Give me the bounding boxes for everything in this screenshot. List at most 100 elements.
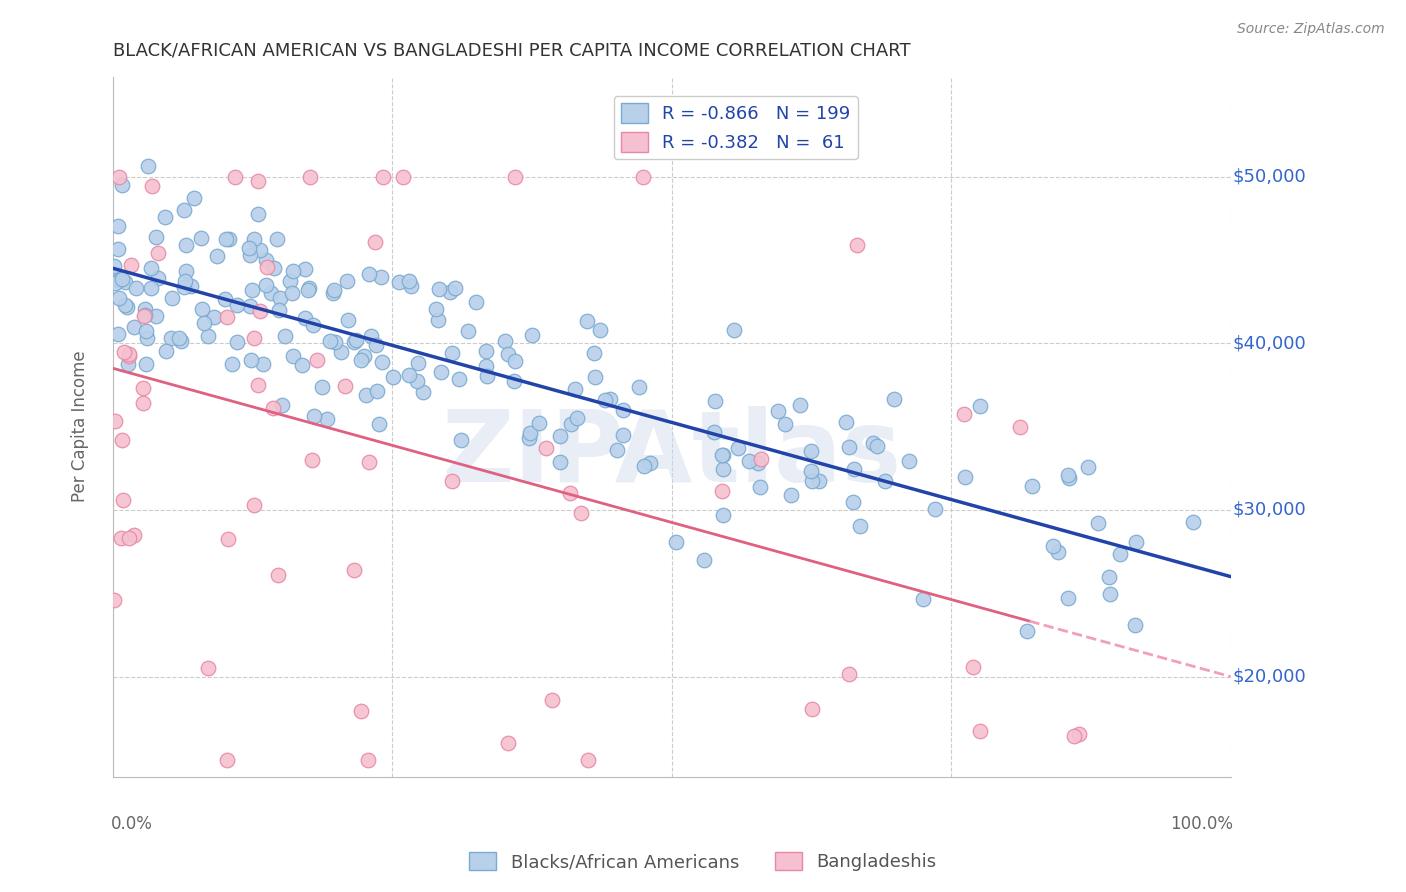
Point	[366, 338, 388, 352]
Point	[294, 262, 316, 277]
Point	[215, 310, 238, 324]
Point	[465, 295, 488, 310]
Point	[202, 310, 225, 324]
Point	[125, 281, 148, 295]
Point	[283, 264, 305, 278]
Point	[274, 329, 297, 343]
Point	[1109, 547, 1132, 561]
Point	[1087, 516, 1109, 530]
Point	[773, 417, 796, 432]
Point	[866, 439, 889, 453]
Point	[842, 495, 865, 509]
Point	[838, 666, 860, 681]
Point	[475, 359, 498, 374]
Point	[173, 202, 195, 217]
Point	[322, 285, 344, 300]
Point	[103, 272, 125, 286]
Point	[1125, 534, 1147, 549]
Point	[294, 310, 316, 325]
Point	[704, 394, 727, 409]
Point	[1069, 727, 1091, 741]
Point	[146, 271, 169, 285]
Point	[221, 358, 243, 372]
Point	[534, 442, 557, 456]
Point	[749, 452, 772, 467]
Point	[343, 334, 366, 349]
Point	[249, 243, 271, 257]
Point	[780, 487, 803, 501]
Point	[665, 534, 688, 549]
Point	[247, 378, 270, 392]
Point	[710, 448, 733, 462]
Text: Source: ZipAtlas.com: Source: ZipAtlas.com	[1237, 22, 1385, 37]
Point	[262, 401, 284, 416]
Point	[107, 219, 129, 233]
Point	[1047, 545, 1070, 559]
Point	[370, 270, 392, 285]
Point	[425, 302, 447, 317]
Point	[519, 426, 541, 441]
Point	[302, 409, 325, 424]
Point	[266, 232, 288, 246]
Point	[217, 753, 239, 767]
Point	[366, 384, 388, 399]
Point	[849, 518, 872, 533]
Point	[405, 374, 427, 388]
Point	[962, 660, 984, 674]
Point	[441, 346, 464, 360]
Point	[711, 508, 734, 522]
Point	[628, 380, 651, 394]
Point	[139, 261, 162, 276]
Point	[593, 393, 616, 408]
Point	[589, 323, 612, 337]
Point	[838, 440, 860, 454]
Point	[343, 563, 366, 577]
Point	[583, 346, 606, 360]
Point	[356, 388, 378, 402]
Point	[134, 302, 156, 317]
Point	[226, 334, 249, 349]
Point	[357, 268, 380, 282]
Point	[246, 174, 269, 188]
Point	[503, 169, 526, 184]
Point	[254, 278, 277, 293]
Point	[426, 313, 449, 327]
Point	[111, 433, 134, 447]
Point	[548, 455, 571, 469]
Point	[131, 381, 153, 395]
Point	[104, 414, 127, 428]
Point	[969, 723, 991, 738]
Point	[398, 274, 420, 288]
Point	[382, 370, 405, 384]
Point	[631, 169, 654, 184]
Text: $50,000: $50,000	[1233, 168, 1306, 186]
Point	[224, 169, 246, 184]
Text: $40,000: $40,000	[1233, 334, 1306, 352]
Text: ZIPAtlas: ZIPAtlas	[441, 406, 901, 503]
Point	[1123, 618, 1146, 632]
Point	[243, 498, 266, 512]
Text: 100.0%: 100.0%	[1170, 815, 1233, 833]
Point	[263, 261, 285, 276]
Point	[548, 428, 571, 442]
Point	[520, 328, 543, 343]
Point	[117, 300, 139, 314]
Point	[789, 398, 811, 412]
Point	[139, 281, 162, 295]
Point	[1017, 624, 1039, 638]
Point	[215, 232, 238, 246]
Point	[883, 392, 905, 406]
Text: 0.0%: 0.0%	[111, 815, 152, 833]
Point	[134, 309, 156, 323]
Point	[583, 369, 606, 384]
Point	[240, 283, 263, 297]
Point	[174, 238, 197, 252]
Point	[297, 283, 319, 297]
Point	[269, 291, 291, 305]
Point	[845, 237, 868, 252]
Point	[1077, 460, 1099, 475]
Point	[711, 448, 734, 462]
Point	[110, 531, 132, 545]
Point	[145, 230, 167, 244]
Point	[107, 242, 129, 256]
